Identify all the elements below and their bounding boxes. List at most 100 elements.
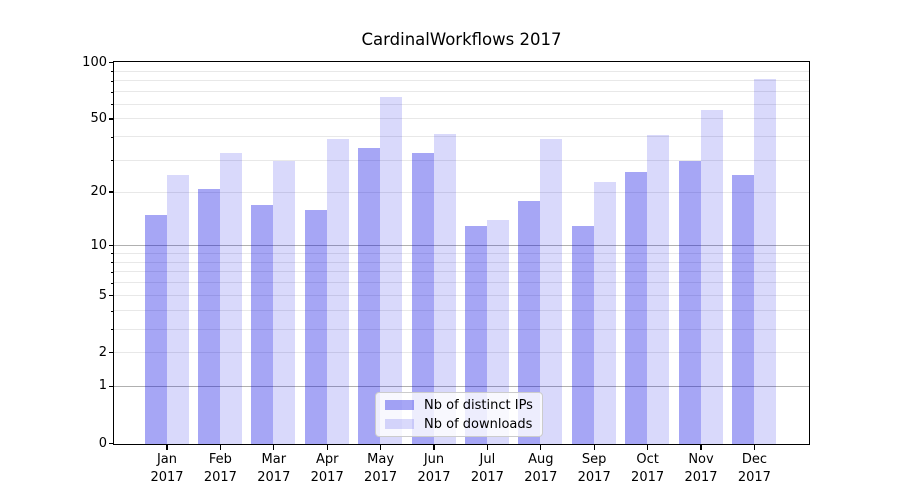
x-tick-label-line: 2017 xyxy=(470,469,504,485)
bar-downloads-aug-2017 xyxy=(540,139,563,444)
bar-distinct-ips-oct-2017 xyxy=(625,171,648,444)
y-minor-tick-mark-80 xyxy=(110,80,113,82)
gridline-10 xyxy=(114,245,809,247)
x-tick-mark-nov-2017 xyxy=(700,445,702,450)
bar-downloads-feb-2017 xyxy=(219,152,242,444)
gridline-90 xyxy=(114,70,809,72)
bar-distinct-ips-sep-2017 xyxy=(571,226,594,444)
gridline-1 xyxy=(114,385,809,387)
x-tick-mark-jun-2017 xyxy=(433,445,435,450)
x-tick-label-line: 2017 xyxy=(737,469,771,485)
x-tick-label-line: Aug xyxy=(528,452,554,467)
x-tick-label-line: 2017 xyxy=(257,469,291,485)
gridline-7 xyxy=(114,271,809,273)
gridline-60 xyxy=(114,103,809,105)
y-tick-mark-0 xyxy=(108,442,113,445)
bar-downloads-dec-2017 xyxy=(753,79,776,444)
x-tick-mark-aug-2017 xyxy=(540,445,542,450)
y-tick-label-2: 2 xyxy=(98,344,107,360)
y-tick-mark-5 xyxy=(108,294,113,297)
x-tick-label-line: Oct xyxy=(636,452,659,467)
y-tick-mark-20 xyxy=(108,191,113,193)
y-tick-label-5: 5 xyxy=(98,287,107,303)
x-tick-mark-oct-2017 xyxy=(646,445,649,450)
x-tick-label-line: Jan xyxy=(156,452,178,467)
gridline-20 xyxy=(114,191,809,193)
bar-distinct-ips-nov-2017 xyxy=(678,160,701,444)
bar-distinct-ips-jan-2017 xyxy=(144,215,167,444)
x-tick-label-line: May xyxy=(367,452,395,467)
plot-area: Nb of distinct IPs Nb of downloads xyxy=(113,61,810,445)
bar-downloads-nov-2017 xyxy=(700,110,723,444)
x-tick-label-line: Mar xyxy=(261,452,287,467)
legend-label-distinct-ips: Nb of distinct IPs xyxy=(424,397,533,413)
x-tick-mark-sep-2017 xyxy=(593,445,595,450)
x-tick-label-line: Apr xyxy=(315,452,339,467)
bar-distinct-ips-apr-2017 xyxy=(304,210,327,444)
x-tick-label-jan-2017: Jan 2017 xyxy=(135,451,199,486)
x-tick-mark-jan-2017 xyxy=(166,445,168,450)
x-tick-mark-feb-2017 xyxy=(219,445,222,450)
gridline-6 xyxy=(114,282,809,284)
x-tick-label-dec-2017: Dec 2017 xyxy=(722,451,786,486)
y-tick-mark-10 xyxy=(108,244,113,247)
y-minor-tick-mark-3 xyxy=(110,329,113,331)
y-tick-label-100: 100 xyxy=(82,54,107,70)
x-tick-label-line: 2017 xyxy=(631,469,665,485)
legend-row-downloads: Nb of downloads xyxy=(385,417,542,432)
gridline-9 xyxy=(114,252,809,254)
gridline-50 xyxy=(114,118,809,120)
y-tick-mark-1 xyxy=(108,385,113,387)
gridline-70 xyxy=(114,91,809,93)
y-tick-label-50: 50 xyxy=(90,110,107,126)
gridline-2 xyxy=(114,352,809,354)
y-tick-mark-50 xyxy=(108,118,113,120)
bar-downloads-jul-2017 xyxy=(486,220,509,444)
legend-row-distinct-ips: Nb of distinct IPs xyxy=(385,398,542,413)
bar-downloads-may-2017 xyxy=(380,96,403,444)
x-tick-label-line: 2017 xyxy=(203,469,237,485)
x-tick-label-line: Dec xyxy=(741,452,767,467)
bar-downloads-mar-2017 xyxy=(273,160,296,444)
y-minor-tick-mark-8 xyxy=(110,262,113,264)
bar-distinct-ips-may-2017 xyxy=(358,148,381,444)
y-minor-tick-mark-60 xyxy=(110,104,113,106)
x-tick-label-line: 2017 xyxy=(684,469,718,485)
x-tick-label-line: 2017 xyxy=(577,469,611,485)
x-tick-label-line: Jul xyxy=(479,452,496,467)
x-tick-label-sep-2017: Sep 2017 xyxy=(562,451,626,486)
y-tick-label-1: 1 xyxy=(98,378,107,394)
y-minor-tick-mark-40 xyxy=(110,136,113,138)
x-tick-label-line: 2017 xyxy=(150,469,184,485)
legend-swatch-distinct-ips xyxy=(385,400,414,410)
legend: Nb of distinct IPs Nb of downloads xyxy=(375,392,543,437)
legend-label-downloads: Nb of downloads xyxy=(424,416,533,432)
x-tick-label-may-2017: May 2017 xyxy=(349,451,413,486)
x-tick-mark-apr-2017 xyxy=(326,445,328,450)
gridline-5 xyxy=(114,295,809,297)
bar-downloads-sep-2017 xyxy=(593,181,616,444)
y-minor-tick-mark-70 xyxy=(110,91,113,93)
bar-distinct-ips-aug-2017 xyxy=(518,200,541,444)
x-tick-label-line: Nov xyxy=(688,452,714,467)
y-minor-tick-mark-30 xyxy=(110,160,113,161)
x-tick-mark-jul-2017 xyxy=(486,445,489,450)
bar-downloads-apr-2017 xyxy=(326,139,349,444)
bar-distinct-ips-mar-2017 xyxy=(251,205,274,444)
x-tick-label-mar-2017: Mar 2017 xyxy=(242,451,306,486)
gridline-8 xyxy=(114,261,809,263)
x-tick-label-aug-2017: Aug 2017 xyxy=(509,451,573,486)
y-tick-label-10: 10 xyxy=(90,237,107,253)
y-minor-tick-mark-90 xyxy=(110,71,113,73)
y-minor-tick-mark-9 xyxy=(110,253,113,255)
y-minor-tick-mark-6 xyxy=(110,282,113,284)
x-tick-label-line: Feb xyxy=(208,452,232,467)
gridline-40 xyxy=(114,136,809,138)
x-tick-label-line: Jun xyxy=(423,452,445,467)
y-tick-label-0: 0 xyxy=(98,435,107,451)
legend-swatch-downloads xyxy=(385,419,414,429)
x-tick-label-line: 2017 xyxy=(417,469,451,485)
x-tick-label-line: Sep xyxy=(581,452,607,467)
chart-title: CardinalWorkflows 2017 xyxy=(361,30,562,49)
